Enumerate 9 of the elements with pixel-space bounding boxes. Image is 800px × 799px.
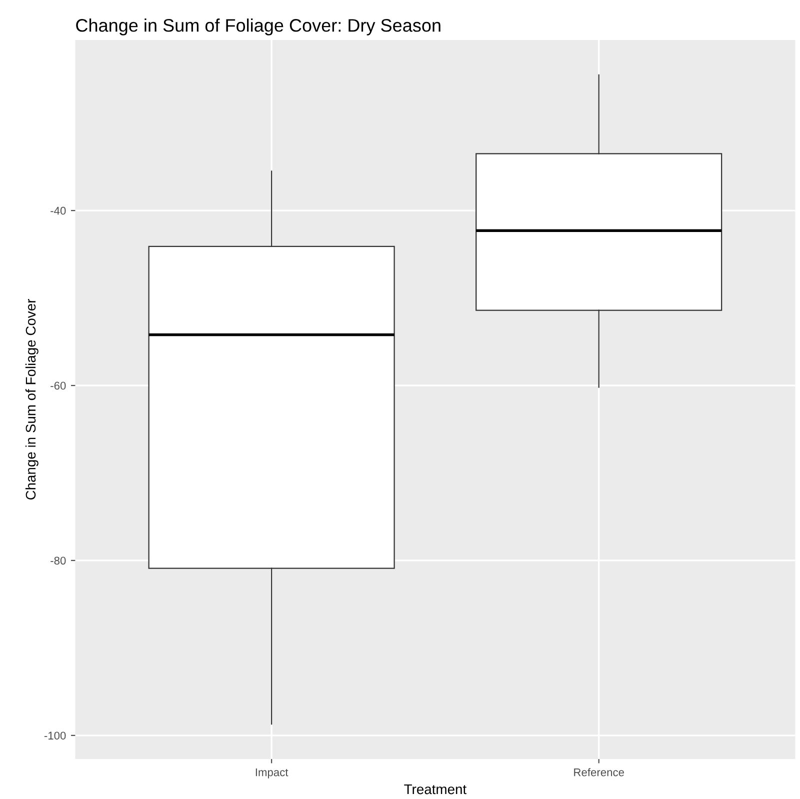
x-tick-label: Reference xyxy=(574,768,624,776)
x-axis-title: Treatment xyxy=(404,784,466,794)
x-tick-label: Impact xyxy=(256,768,288,778)
y-tick-label: -100 xyxy=(44,732,66,740)
y-axis-title: Change in Sum of Foliage Cover xyxy=(25,298,38,500)
chart-title: Change in Sum of Foliage Cover: Dry Season xyxy=(76,18,440,36)
y-tick-label: -60 xyxy=(50,382,66,390)
y-tick-label: -40 xyxy=(50,206,66,215)
y-tick-label: -80 xyxy=(50,556,66,565)
